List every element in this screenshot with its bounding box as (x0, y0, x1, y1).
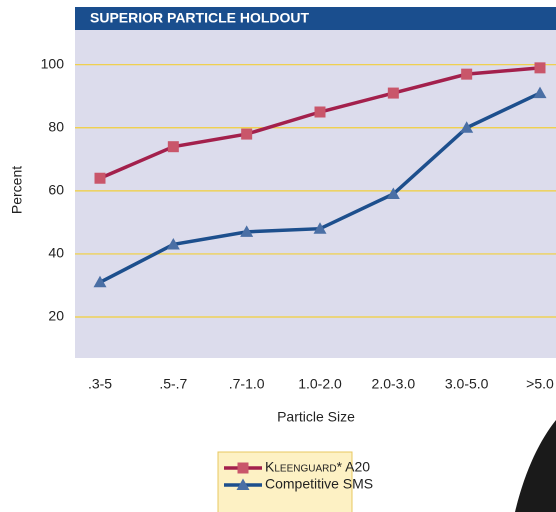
chart: SUPERIOR PARTICLE HOLDOUT Particle Size … (0, 0, 556, 512)
decorative-object (515, 420, 556, 512)
marker (315, 107, 326, 118)
y-tick-label: 20 (48, 308, 64, 324)
marker (535, 62, 546, 73)
y-tick-label: 60 (48, 182, 64, 198)
x-tick-label: .3-5 (88, 376, 112, 392)
x-tick-label: >5.0 (526, 376, 554, 392)
chart-title: SUPERIOR PARTICLE HOLDOUT (90, 10, 310, 26)
legend-marker (238, 463, 249, 474)
y-axis-label: Percent (9, 166, 25, 214)
plot-area (75, 30, 556, 358)
x-tick-label: 2.0-3.0 (372, 376, 416, 392)
x-axis-label: Particle Size (277, 409, 355, 425)
legend-label: Kleenguard* A20 (265, 459, 370, 475)
legend-label: Competitive SMS (265, 476, 373, 492)
x-tick-label: 3.0-5.0 (445, 376, 489, 392)
x-tick-label: .7-1.0 (229, 376, 265, 392)
marker (461, 69, 472, 80)
x-tick-label: .5-.7 (159, 376, 187, 392)
x-tick-label: 1.0-2.0 (298, 376, 342, 392)
marker (388, 88, 399, 99)
y-tick-label: 100 (41, 55, 65, 71)
marker (168, 141, 179, 152)
y-tick-label: 80 (48, 118, 64, 134)
marker (95, 173, 106, 184)
marker (241, 129, 252, 140)
y-tick-label: 40 (48, 245, 64, 261)
